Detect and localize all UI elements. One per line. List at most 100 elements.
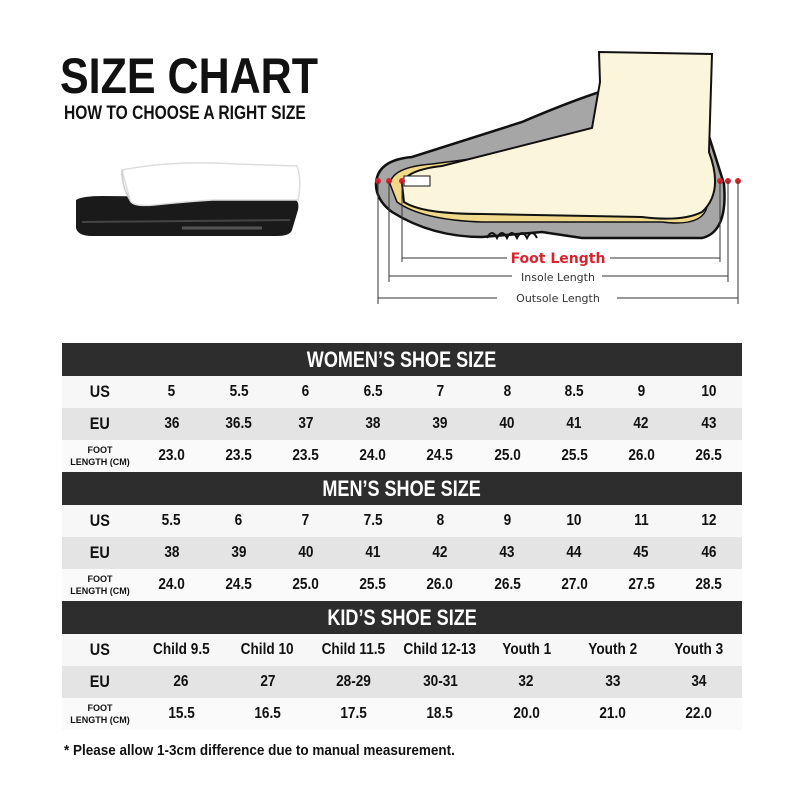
table-row: US Child 9.5 Child 10 Child 11.5 Child 12-13… xyxy=(62,634,742,666)
cell-value: 41 xyxy=(566,415,582,432)
cell-value: Child 12-13 xyxy=(403,641,477,658)
table-cell: Youth 2 xyxy=(569,640,655,660)
cell-value: 27.0 xyxy=(560,576,588,593)
table-cell: 9 xyxy=(474,511,541,531)
cell-value: 37 xyxy=(298,415,314,432)
table-cell: 25.0 xyxy=(474,446,541,466)
table-cell: 24.0 xyxy=(138,575,205,595)
table-cell: 25.5 xyxy=(541,446,608,466)
cell-value: 7.5 xyxy=(363,512,383,529)
table-cell: 11 xyxy=(608,511,675,531)
table-cell: 25.5 xyxy=(339,575,406,595)
table-cell: 5 xyxy=(138,382,205,402)
table-cell: 38 xyxy=(138,543,205,563)
cell-value: 25.5 xyxy=(560,447,588,464)
cell-value: 17.5 xyxy=(340,705,367,722)
table-cell: 45 xyxy=(608,543,675,563)
cell-value: 44 xyxy=(566,544,582,561)
row-cells: Child 9.5 Child 10 Child 11.5 Child 12-13 Yo… xyxy=(138,640,742,660)
table-cell: 6.5 xyxy=(339,382,406,402)
cell-value: 10 xyxy=(700,383,716,400)
row-label: EU xyxy=(62,414,138,434)
cell-value: 24.0 xyxy=(359,447,387,464)
table-cell: 27.0 xyxy=(541,575,608,595)
cell-value: Youth 2 xyxy=(588,641,637,658)
cell-value: 43 xyxy=(499,544,515,561)
cell-value: 9 xyxy=(503,512,511,529)
table-row: FOOT LENGTH (CM) 23.0 23.5 23.5 24.0 24.5 25.0 2… xyxy=(62,440,742,472)
row-label: FOOT LENGTH (CM) xyxy=(62,573,138,597)
table-cell: 16.5 xyxy=(224,704,310,724)
cell-value: 39 xyxy=(432,415,448,432)
cell-value: 46 xyxy=(700,544,716,561)
foot-measurement-diagram: Foot Length Insole Length Outsole Length xyxy=(374,50,741,305)
cell-value: 45 xyxy=(633,544,649,561)
cell-value: 33 xyxy=(604,673,621,690)
cell-value: Child 9.5 xyxy=(152,641,210,658)
cell-value: 18.5 xyxy=(426,705,454,722)
row-cells: 36 36.5 37 38 39 40 41 42 43 xyxy=(138,414,742,434)
table-cell: 28.5 xyxy=(675,575,742,595)
table-cell: 41 xyxy=(541,414,608,434)
cell-value: 21.0 xyxy=(599,705,626,722)
table-cell: 5.5 xyxy=(205,382,272,402)
cell-value: 32 xyxy=(518,673,534,690)
cell-value: Child 11.5 xyxy=(321,641,386,658)
table-cell: 22.0 xyxy=(656,704,742,724)
cell-value: 6.5 xyxy=(363,383,383,400)
table-cell: 26.5 xyxy=(474,575,541,595)
cell-value: 20.0 xyxy=(513,705,540,722)
cell-value: 10 xyxy=(566,512,582,529)
cell-value: Child 10 xyxy=(240,641,294,658)
table-row: US 5 5.5 6 6.5 7 8 8.5 9 10 xyxy=(62,376,742,408)
men-section-header: MEN’S SHOE SIZE xyxy=(62,472,742,505)
cell-value: 5.5 xyxy=(162,512,182,529)
table-cell: Youth 3 xyxy=(656,640,742,660)
row-cells: 5 5.5 6 6.5 7 8 8.5 9 10 xyxy=(138,382,742,402)
row-label-line: LENGTH (CM) xyxy=(70,715,130,725)
table-row: FOOT LENGTH (CM) 15.5 16.5 17.5 18.5 20.0 21.0 2… xyxy=(62,698,742,730)
table-cell: 44 xyxy=(541,543,608,563)
row-label-line: FOOT xyxy=(87,445,113,455)
cell-value: 11 xyxy=(634,512,649,529)
table-cell: 18.5 xyxy=(397,704,483,724)
page-subtitle: HOW TO CHOOSE A RIGHT SIZE xyxy=(64,103,306,124)
table-cell: 15.5 xyxy=(138,704,224,724)
cell-value: 25.0 xyxy=(292,576,320,593)
cell-value: 42 xyxy=(432,544,448,561)
slide-sandal-image xyxy=(76,162,301,236)
table-row: FOOT LENGTH (CM) 24.0 24.5 25.0 25.5 26.0 26.5 2… xyxy=(62,569,742,601)
table-cell: 43 xyxy=(474,543,541,563)
cell-value: 24.5 xyxy=(426,447,454,464)
row-label-line: LENGTH (CM) xyxy=(70,457,130,467)
cell-value: 36 xyxy=(163,415,180,432)
cell-value: Youth 3 xyxy=(674,641,724,658)
row-label-line: FOOT xyxy=(87,703,113,713)
table-cell: 43 xyxy=(675,414,742,434)
cell-value: 34 xyxy=(691,673,707,690)
table-cell: 38 xyxy=(339,414,406,434)
table-cell: 36.5 xyxy=(205,414,272,434)
cell-value: 25.5 xyxy=(359,576,387,593)
cell-value: 7 xyxy=(436,383,444,400)
cell-value: 23.0 xyxy=(158,447,185,464)
table-row: EU 26 27 28-29 30-31 32 33 34 xyxy=(62,666,742,698)
table-cell: 33 xyxy=(569,672,655,692)
table-cell: Child 9.5 xyxy=(138,640,224,660)
table-cell: 10 xyxy=(675,382,742,402)
row-label-text: EU xyxy=(89,672,111,691)
cell-value: 43 xyxy=(700,415,716,432)
cell-value: 38 xyxy=(365,415,381,432)
section-title: MEN’S SHOE SIZE xyxy=(322,475,482,501)
cell-value: 12 xyxy=(700,512,716,529)
table-cell: 21.0 xyxy=(569,704,655,724)
cell-value: 38 xyxy=(163,544,180,561)
table-cell: 26.0 xyxy=(608,446,675,466)
cell-value: 23.5 xyxy=(292,447,320,464)
row-label: EU xyxy=(62,672,138,692)
table-cell: 32 xyxy=(483,672,569,692)
table-cell: Child 11.5 xyxy=(311,640,397,660)
table-cell: 17.5 xyxy=(311,704,397,724)
table-cell: 27.5 xyxy=(608,575,675,595)
table-cell: Child 10 xyxy=(224,640,310,660)
